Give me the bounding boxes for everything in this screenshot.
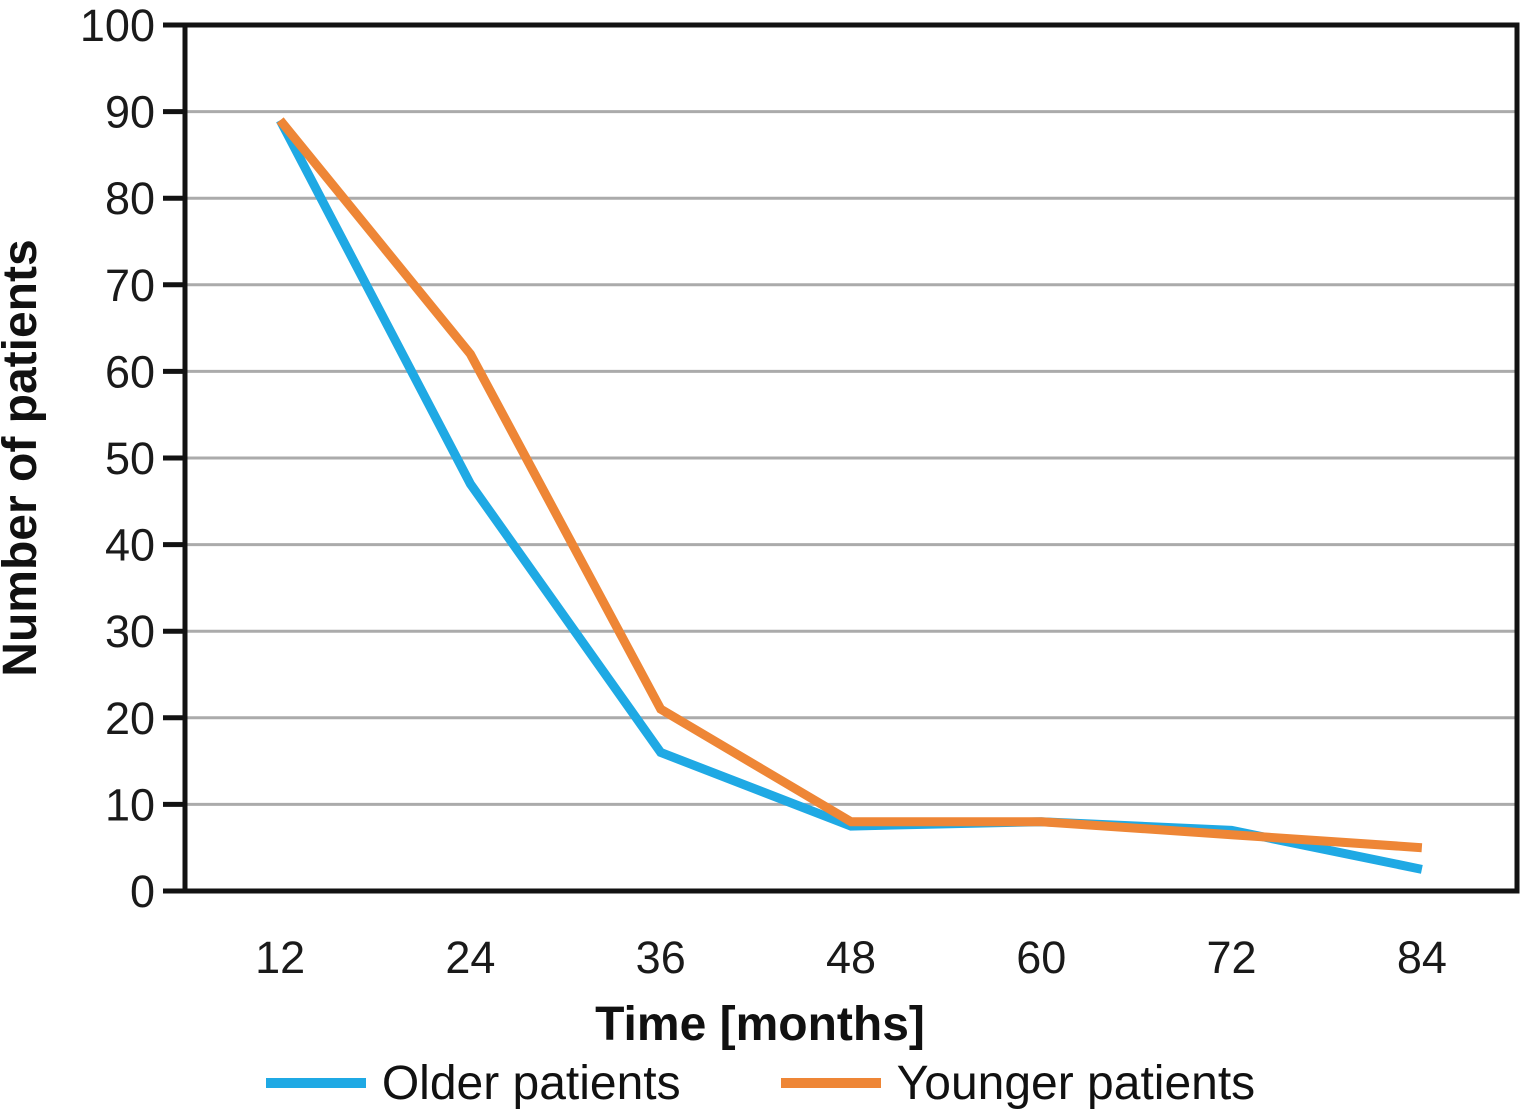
y-tick-label: 20 [105,693,155,744]
y-tick-label: 10 [105,779,155,830]
y-tick-label: 90 [105,87,155,138]
gridlines-group [185,110,1517,806]
chart-canvas: 0 10 20 30 40 50 60 70 80 90 100 12 24 36 48 60 72 84 Nu… [0,0,1520,1051]
series-lines-group [276,117,1423,874]
x-tick-label: 12 [255,932,305,983]
legend-label-older-patients: Older patients [381,1056,681,1110]
x-tick-label: 36 [636,932,686,983]
y-tick-label: 40 [105,520,155,571]
y-axis-ticks-group [163,22,185,894]
legend-item-younger-patients: Younger patients [780,1056,1256,1111]
y-tick-label: 30 [105,606,155,657]
legend: Older patients Younger patients [0,1052,1521,1114]
x-tick-label: 24 [445,932,495,983]
x-axis-tick-labels-group: 12 24 36 48 60 72 84 [255,932,1447,983]
y-tick-label: 60 [105,346,155,397]
y-axis-title: Number of patients [0,239,47,676]
x-tick-label: 72 [1207,932,1257,983]
legend-label-younger-patients: Younger patients [896,1056,1256,1110]
younger-patients-line-swatch [780,1078,881,1088]
series-line-younger-patients [276,117,1423,853]
x-axis-title: Time [months] [595,998,925,1051]
y-tick-label: 80 [105,173,155,224]
x-tick-label: 84 [1397,932,1447,983]
older-patients-line-swatch [265,1078,366,1088]
x-tick-label: 60 [1016,932,1066,983]
y-axis-tick-labels-group: 0 10 20 30 40 50 60 70 80 90 100 [80,0,155,917]
y-tick-label: 50 [105,433,155,484]
legend-item-older-patients: Older patients [265,1056,681,1111]
y-tick-label: 70 [105,260,155,311]
series-line-older-patients [276,118,1423,874]
x-tick-label: 48 [826,932,876,983]
y-tick-label: 0 [130,866,155,917]
y-tick-label: 100 [80,0,155,51]
